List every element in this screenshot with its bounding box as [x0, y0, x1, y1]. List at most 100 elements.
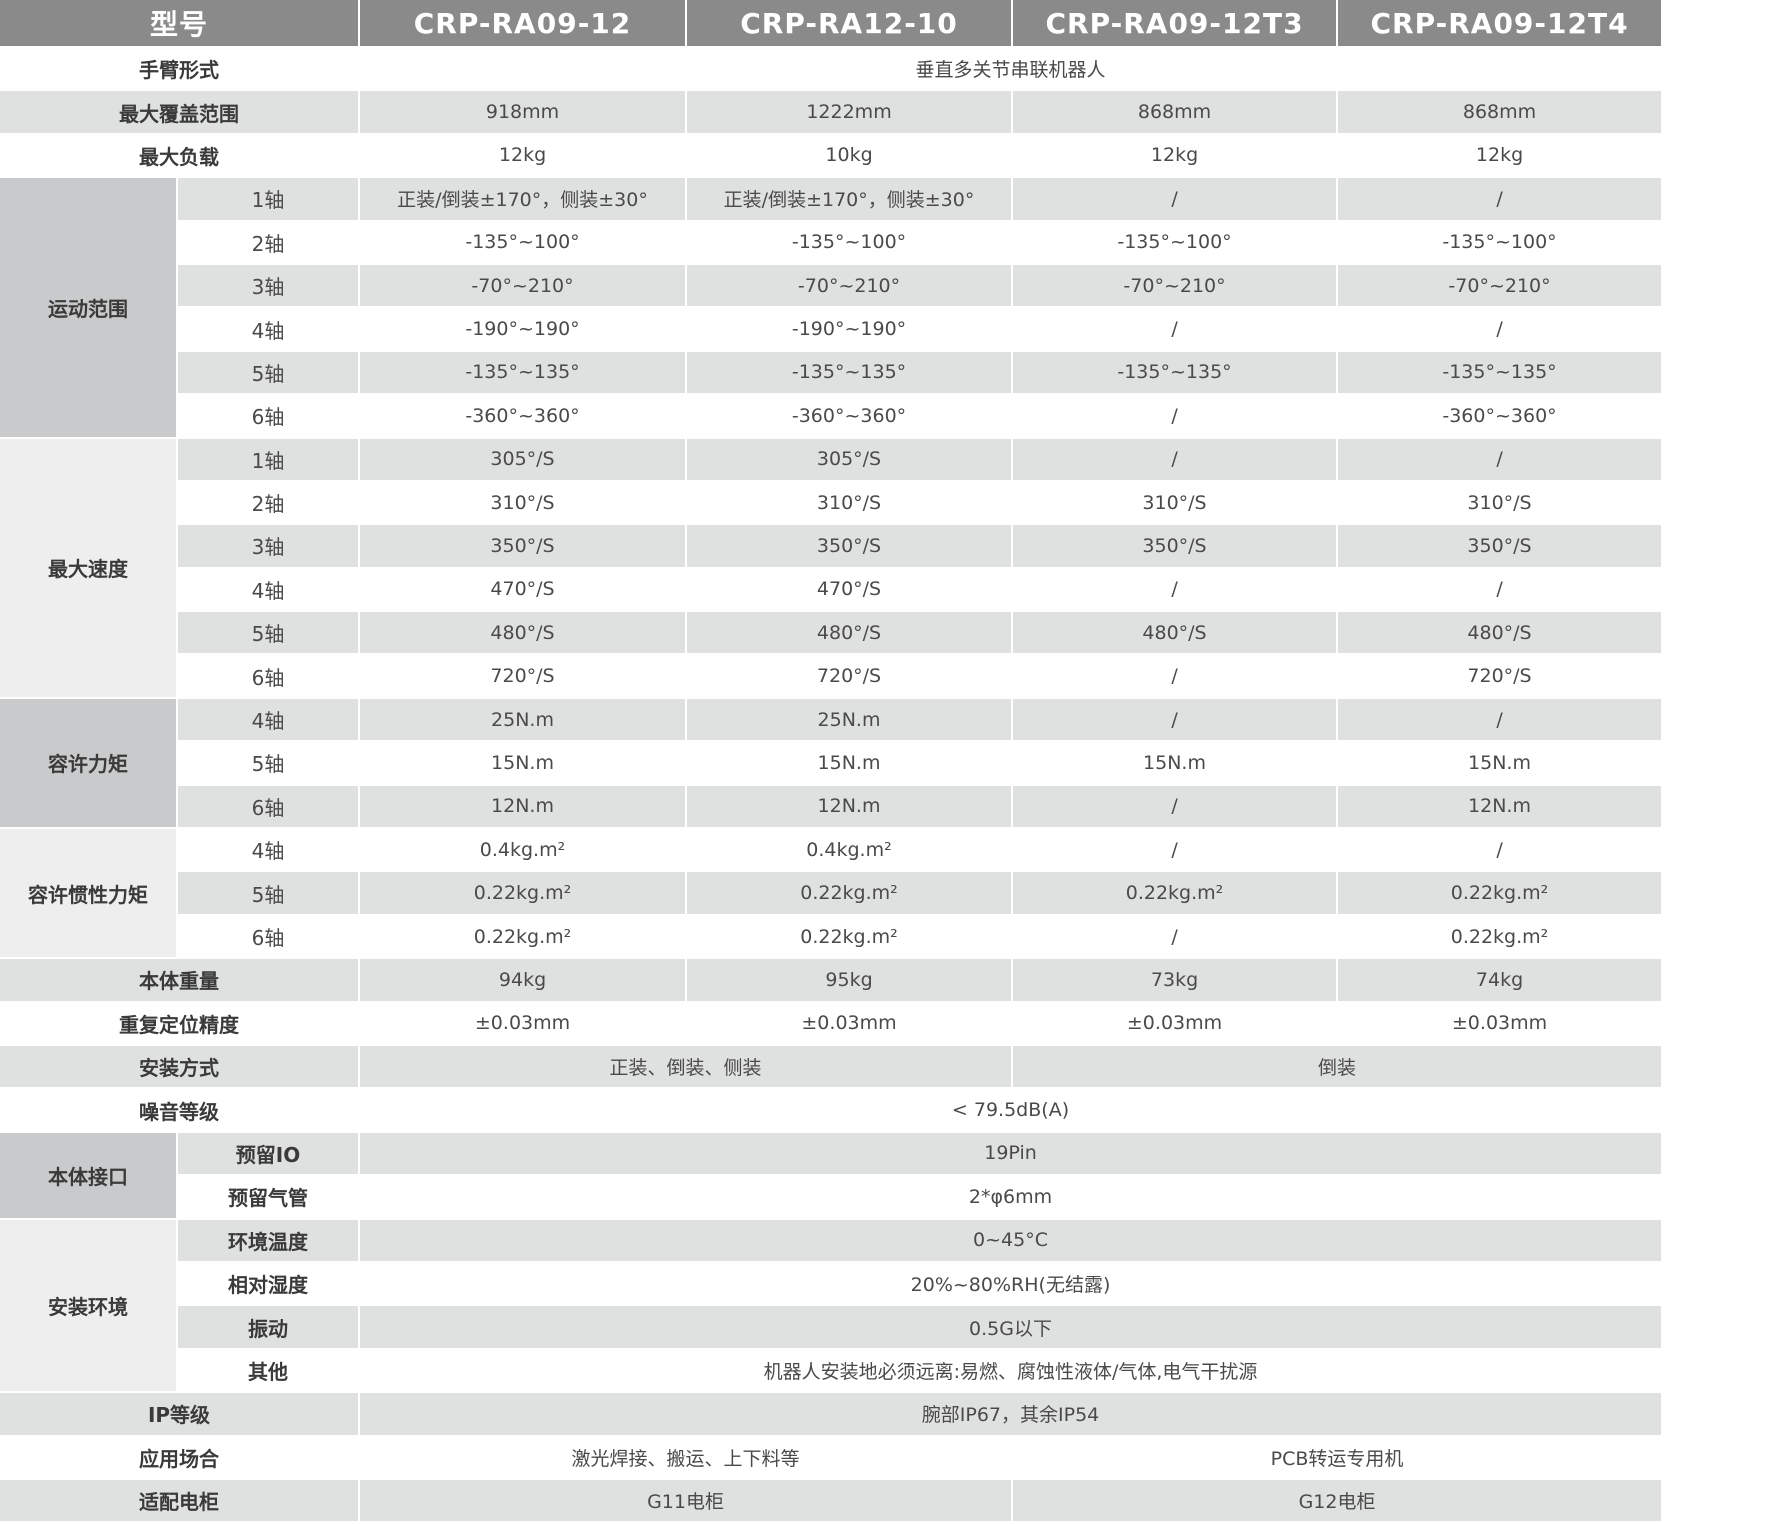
value-cell: /: [1012, 177, 1339, 222]
row-label: 最大负载: [0, 133, 361, 179]
value-cell: -70°~210°: [1012, 263, 1339, 309]
value-cell: -135°~135°: [1012, 350, 1339, 396]
table-row: 6轴 720°/S 720°/S/720°/S: [0, 654, 1664, 699]
value-cell: 350°/S: [1012, 524, 1339, 569]
value-cell: PCB转运专用机: [1012, 1435, 1664, 1480]
value-cell: 腕部IP67，其余IP54: [359, 1392, 1664, 1437]
value-cell: 12N.m: [1337, 784, 1664, 830]
sub-label: 6轴: [177, 784, 361, 830]
row-label: 噪音等级: [0, 1088, 361, 1133]
sub-label: 3轴: [177, 524, 361, 569]
value-cell: 15N.m: [1337, 741, 1664, 786]
value-cell: 470°/S: [686, 567, 1014, 613]
value-cell: 0.22kg.m²: [1337, 914, 1664, 960]
value-cell: 73kg: [1012, 958, 1339, 1003]
sub-label: 6轴: [177, 654, 361, 699]
row-label: 最大覆盖范围: [0, 90, 361, 135]
value-cell: 0.22kg.m²: [686, 914, 1014, 960]
sub-label: 其他: [177, 1348, 361, 1394]
value-cell: 12N.m: [686, 784, 1014, 830]
sub-label: 3轴: [177, 263, 361, 309]
table-row: 5轴 0.22kg.m² 0.22kg.m² 0.22kg.m² 0.22kg.m²: [0, 871, 1664, 916]
value-cell: 10kg: [686, 133, 1014, 179]
row-label: 手臂形式: [0, 47, 361, 92]
group-label: 本体接口: [0, 1131, 178, 1220]
sub-label: 2轴: [177, 480, 361, 526]
table-row: 3轴 -70°~210° -70°~210° -70°~210° -70°~210°: [0, 263, 1664, 309]
value-cell: 480°/S: [359, 611, 688, 656]
sub-label: 相对湿度: [177, 1261, 361, 1307]
sub-label: 4轴: [177, 828, 361, 873]
table-row: 应用场合 激光焊接、搬运、上下料等 PCB转运专用机: [0, 1435, 1664, 1480]
table-row: 最大速度 1轴 305°/S 305°/S / /: [0, 437, 1664, 699]
table-row: 6轴 12N.m 12N.m/12N.m: [0, 784, 1664, 830]
table-row: 运动范围 1轴 正装/倒装±170°，侧装±30° 正装/倒装±170°，侧装±30°…: [0, 177, 1664, 439]
sub-label: 2轴: [177, 220, 361, 265]
value-cell: 15N.m: [359, 741, 688, 786]
table-row: 3轴 350°/S 350°/S 350°/S 350°/S: [0, 524, 1664, 569]
value-cell: 12kg: [359, 133, 688, 179]
table-row: 安装环境 环境温度 0~45°C: [0, 1218, 1664, 1394]
group-label: 运动范围: [0, 177, 178, 439]
sub-label: 5轴: [177, 741, 361, 786]
spec-table: 型号 CRP-RA09-12 CRP-RA12-10 CRP-RA09-12T3 CRP…: [0, 0, 1664, 1524]
value-cell: -135°~135°: [359, 350, 688, 396]
value-cell: -360°~360°: [686, 394, 1014, 439]
value-cell: 74kg: [1337, 958, 1664, 1003]
value-cell: 激光焊接、搬运、上下料等: [359, 1435, 1014, 1480]
table-row: 容许惯性力矩 4轴 0.4kg.m² 0.4kg.m² / /: [0, 828, 1664, 960]
value-cell: 正装/倒装±170°，侧装±30°: [359, 177, 688, 222]
table-row: 最大覆盖范围 918mm 1222mm 868mm 868mm: [0, 90, 1664, 135]
value-cell: 720°/S: [686, 654, 1014, 699]
table-row: 5轴 -135°~135° -135°~135° -135°~135° -135°~13…: [0, 350, 1664, 396]
value-cell: ±0.03mm: [359, 1001, 688, 1046]
value-cell: 15N.m: [686, 741, 1014, 786]
value-cell: 20%~80%RH(无结露): [359, 1261, 1664, 1307]
value-cell: /: [1012, 828, 1339, 873]
value-cell: G11电柜: [359, 1478, 1014, 1524]
table-row: 容许力矩 4轴 25N.m 25N.m / /: [0, 697, 1664, 830]
group-label: 容许力矩: [0, 697, 178, 830]
value-cell: 350°/S: [359, 524, 688, 569]
table-row: 相对湿度 20%~80%RH(无结露): [0, 1261, 1664, 1307]
value-cell: 305°/S: [359, 437, 688, 482]
sub-label: 振动: [177, 1305, 361, 1350]
value-cell: 480°/S: [686, 611, 1014, 656]
sub-label: 1轴: [177, 177, 361, 222]
value-cell: /: [1337, 177, 1664, 222]
table-row: 本体重量 94kg 95kg 73kg 74kg: [0, 958, 1664, 1003]
value-cell: -135°~100°: [359, 220, 688, 265]
value-cell: 1222mm: [686, 90, 1014, 135]
sub-label: 预留IO: [177, 1131, 361, 1177]
value-cell: 0.4kg.m²: [686, 828, 1014, 873]
value-cell: 12N.m: [359, 784, 688, 830]
value-cell: 2*φ6mm: [359, 1175, 1664, 1220]
sub-label: 5轴: [177, 871, 361, 916]
sub-label: 4轴: [177, 307, 361, 352]
value-cell: -70°~210°: [1337, 263, 1664, 309]
value-cell: 868mm: [1337, 90, 1664, 135]
value-cell: 918mm: [359, 90, 688, 135]
group-label: 最大速度: [0, 437, 178, 699]
value-cell: -135°~100°: [686, 220, 1014, 265]
group-label: 容许惯性力矩: [0, 828, 178, 960]
table-row: 6轴 0.22kg.m² 0.22kg.m²/0.22kg.m²: [0, 914, 1664, 960]
table-row: 4轴 470°/S 470°/S / /: [0, 567, 1664, 613]
table-row: 重复定位精度 ±0.03mm ±0.03mm ±0.03mm ±0.03mm: [0, 1001, 1664, 1046]
sub-label: 1轴: [177, 437, 361, 482]
value-cell: -70°~210°: [359, 263, 688, 309]
sub-label: 4轴: [177, 567, 361, 613]
table-row: 噪音等级 < 79.5dB(A): [0, 1088, 1664, 1133]
table-row: 适配电柜 G11电柜 G12电柜: [0, 1478, 1664, 1524]
group-label: 安装环境: [0, 1218, 178, 1394]
sub-label: 5轴: [177, 350, 361, 396]
value-cell: 480°/S: [1337, 611, 1664, 656]
value-cell: /: [1012, 307, 1339, 352]
value-cell: 15N.m: [1012, 741, 1339, 786]
table-row: 4轴 -190°~190° -190°~190° / /: [0, 307, 1664, 352]
value-cell: ±0.03mm: [1012, 1001, 1339, 1046]
sub-label: 6轴: [177, 914, 361, 960]
value-cell: 720°/S: [359, 654, 688, 699]
value-cell: 0.5G以下: [359, 1305, 1664, 1350]
table-row: 振动 0.5G以下: [0, 1305, 1664, 1350]
